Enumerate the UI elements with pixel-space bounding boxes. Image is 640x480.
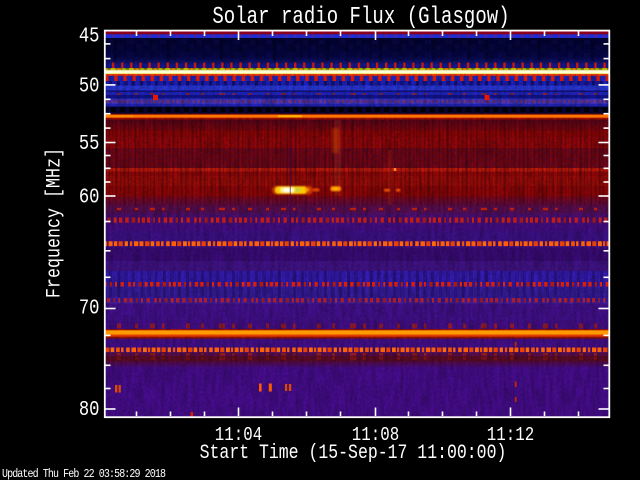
svg-text:Updated Thu Feb 22 03:58:29 20: Updated Thu Feb 22 03:58:29 2018 xyxy=(2,468,166,480)
svg-text:11:12: 11:12 xyxy=(487,425,534,447)
svg-text:50: 50 xyxy=(79,74,100,98)
svg-text:80: 80 xyxy=(79,398,100,422)
svg-text:Frequency [MHz]: Frequency [MHz] xyxy=(42,148,66,298)
svg-text:Start Time (15-Sep-17 11:00:00: Start Time (15-Sep-17 11:00:00) xyxy=(200,442,507,465)
svg-text:11:04: 11:04 xyxy=(215,425,262,447)
svg-text:55: 55 xyxy=(79,132,100,156)
svg-text:Solar radio Flux (Glasgow): Solar radio Flux (Glasgow) xyxy=(212,3,509,31)
svg-text:45: 45 xyxy=(79,24,100,48)
svg-text:11:08: 11:08 xyxy=(352,425,399,447)
svg-text:60: 60 xyxy=(79,185,100,209)
svg-text:70: 70 xyxy=(79,296,100,320)
